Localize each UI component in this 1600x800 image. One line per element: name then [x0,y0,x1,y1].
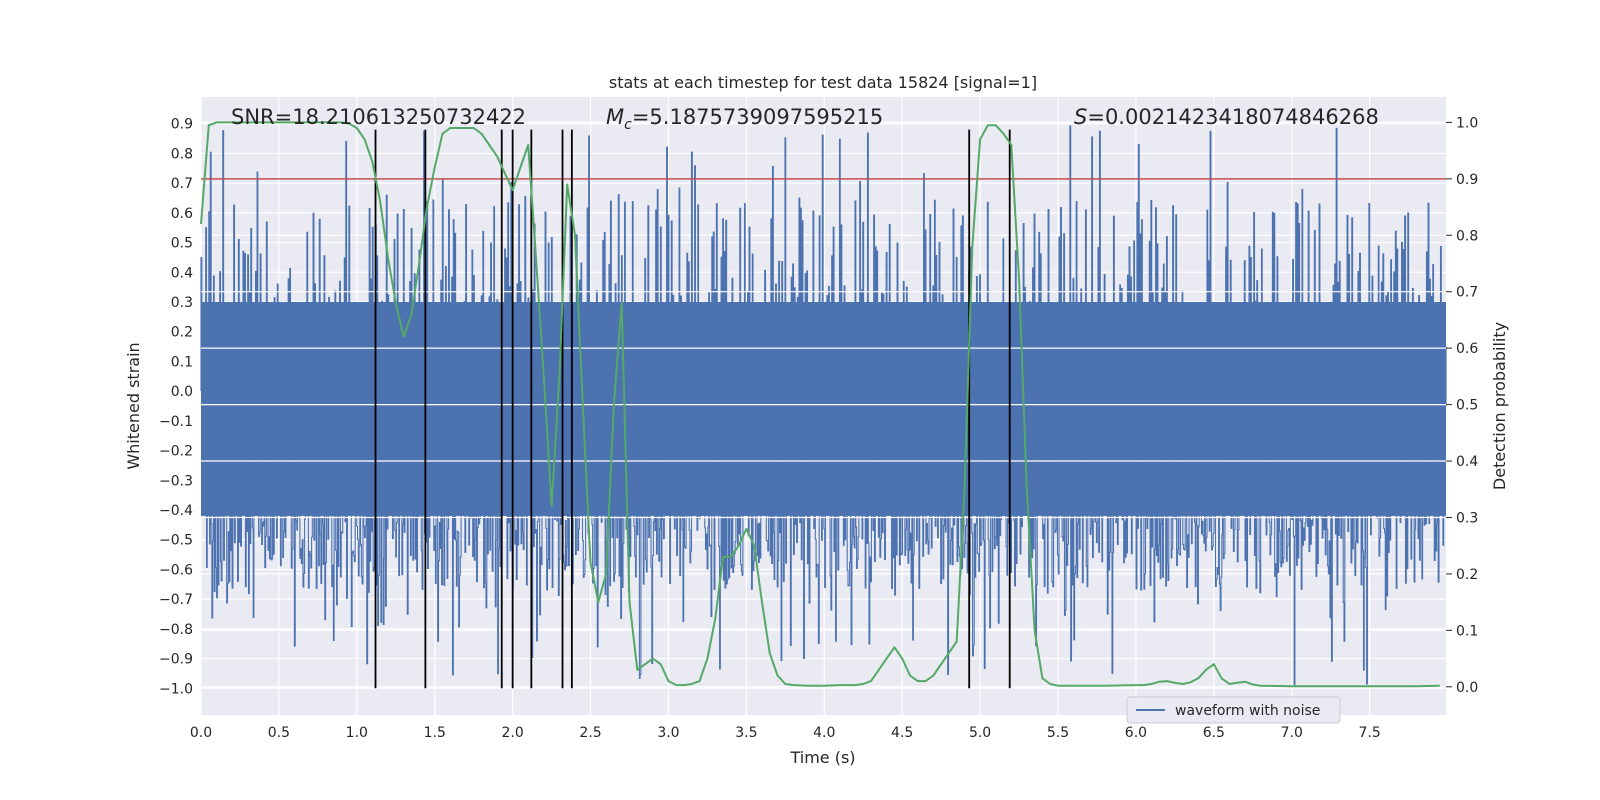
y-left-tick-label: −0.6 [159,562,193,578]
y-right-tick-label: 0.0 [1456,680,1478,696]
s-symbol: S [1074,105,1087,129]
y-right-tick-label: 1.0 [1456,115,1478,131]
y-left-tick-label: 0.3 [171,295,193,311]
s-annotation: S=0.0021423418074846268 [1074,105,1379,129]
legend: waveform with noise [1126,696,1341,724]
legend-label: waveform with noise [1175,703,1320,719]
y-right-tick-label: 0.3 [1456,510,1478,526]
legend-box [1126,696,1341,724]
axis-ticks: 0.0 0.5 1.0 1.5 2.0 2.5 3.0 3.5 4.0 4.5 5.0 5.5 6.0 6… [159,115,1478,741]
chirp-mass-annotation: Mc=5.1875739097595215 [606,105,883,133]
y-right-tick-label: 0.6 [1456,341,1478,357]
y-left-tick-label: −0.2 [159,444,193,460]
detection-probability-line [200,121,1440,688]
y-right-tick-label: 0.1 [1456,623,1478,639]
x-tick-label: 1.0 [346,725,368,741]
y-left-tick-label: −0.3 [159,473,193,489]
y-left-tick-label: −0.5 [159,533,193,549]
x-tick-label: 7.5 [1359,725,1381,741]
y-right-tick-label: 0.8 [1456,228,1478,244]
x-tick-label: 6.0 [1125,725,1147,741]
waveform-series [200,125,1447,686]
y-left-tick-label: 0.9 [171,117,193,133]
y-right-tick-label: 0.5 [1456,398,1478,414]
y-left-tick-label: 0.1 [171,354,193,370]
x-tick-label: 0.0 [190,725,212,741]
y-left-tick-label: 0.6 [171,206,193,222]
y-left-tick-label: 0.8 [171,146,193,162]
y-left-tick-label: −0.1 [159,414,193,430]
x-tick-label: 2.5 [579,725,601,741]
y-axis-label-right: Detection probability [1490,322,1509,490]
x-tick-label: 6.5 [1203,725,1225,741]
y-right-tick-label: 0.9 [1456,172,1478,188]
x-tick-label: 5.0 [969,725,991,741]
x-tick-label: 4.0 [813,725,835,741]
y-right-tick-label: 0.4 [1456,454,1478,470]
chirp-mass-value: =5.1875739097595215 [632,105,883,129]
snr-annotation: SNR=18.210613250732422 [231,105,526,129]
y-left-tick-label: −0.7 [159,592,193,608]
x-tick-label: 3.5 [735,725,757,741]
detection-probability-series [200,121,1440,688]
x-tick-label: 0.5 [268,725,290,741]
x-axis-label: Time (s) [789,748,855,767]
y-left-tick-label: −1.0 [159,681,193,697]
x-tick-label: 3.0 [657,725,679,741]
x-tick-label: 7.0 [1281,725,1303,741]
y-left-tick-label: 0.7 [171,176,193,192]
x-tick-label: 4.5 [891,725,913,741]
y-left-tick-label: 0.0 [171,384,193,400]
y-left-tick-label: −0.4 [159,503,193,519]
waveform-line [200,125,1447,686]
y-axis-label-left: Whitened strain [124,342,143,469]
y-left-tick-label: −0.9 [159,652,193,668]
y-right-tick-label: 0.7 [1456,285,1478,301]
x-tick-label: 2.0 [502,725,524,741]
x-tick-label: 5.5 [1047,725,1069,741]
y-left-tick-label: −0.8 [159,622,193,638]
chirp-mass-subscript: c [624,117,632,133]
y-left-tick-label: 0.5 [171,236,193,252]
y-left-tick-label: 0.4 [171,265,193,281]
s-value: =0.0021423418074846268 [1087,105,1379,129]
y-right-tick-label: 0.2 [1456,567,1478,583]
x-tick-label: 1.5 [424,725,446,741]
y-left-tick-label: 0.2 [171,325,193,341]
chart-title: stats at each timestep for test data 158… [609,73,1037,92]
chirp-mass-symbol: M [606,105,624,129]
